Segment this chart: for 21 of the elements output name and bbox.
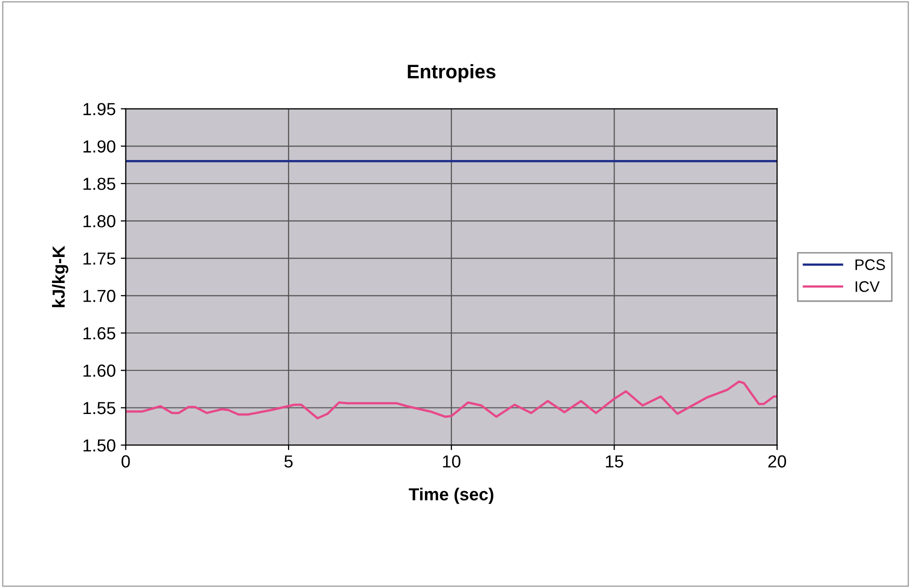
y-tick-label: 1.95 [84, 102, 116, 116]
y-tick-label: 1.90 [84, 140, 116, 153]
legend-label: ICV [856, 281, 880, 292]
y-tick-label: 1.70 [84, 290, 116, 302]
x-tick-label: 0 [122, 455, 130, 468]
y-tick-label: 1.75 [84, 252, 116, 265]
y-axis-title: kJ/kg-K [52, 246, 68, 308]
y-tick-label: 1.85 [84, 178, 116, 190]
line-series [126, 380, 778, 420]
x-tick-label: 10 [443, 455, 460, 468]
x-axis-title: Time (sec) [408, 488, 494, 504]
x-tick-label: 15 [606, 455, 624, 468]
legend-label: PCS [856, 259, 885, 270]
y-tick-label: 1.55 [84, 402, 116, 414]
x-tick-label: 20 [768, 455, 786, 468]
x-tick-label: 5 [284, 455, 293, 468]
y-tick-label: 1.50 [84, 439, 116, 452]
chart-title: Entropies [408, 64, 496, 82]
y-tick-label: 1.65 [84, 327, 116, 340]
y-tick-label: 1.80 [84, 215, 116, 228]
y-tick-label: 1.60 [84, 364, 116, 377]
